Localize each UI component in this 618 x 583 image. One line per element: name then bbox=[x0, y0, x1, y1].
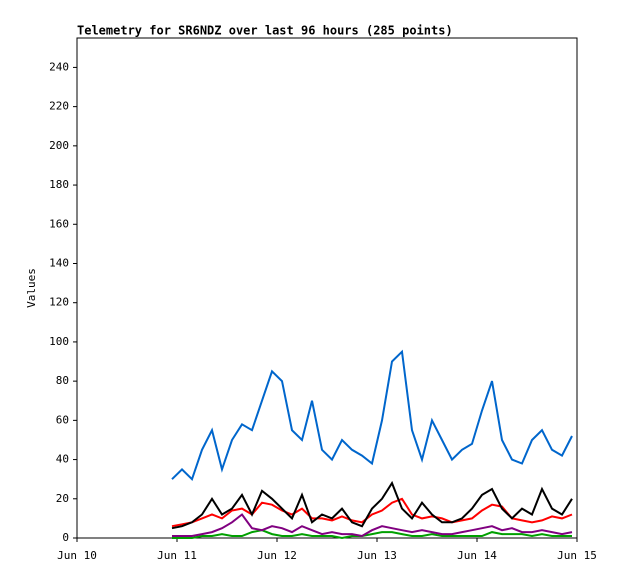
y-tick-label: 220 bbox=[49, 100, 69, 113]
y-tick-label: 140 bbox=[49, 256, 69, 269]
series-line bbox=[172, 529, 572, 540]
chart-title: Telemetry for SR6NDZ over last 96 hours … bbox=[77, 24, 453, 38]
x-tick-label: Jun 12 bbox=[257, 549, 297, 562]
y-axis-label: Values bbox=[25, 268, 38, 308]
y-tick-label: 180 bbox=[49, 178, 69, 191]
x-tick-label: Jun 10 bbox=[57, 549, 97, 562]
y-tick-label: 100 bbox=[49, 335, 69, 348]
y-tick-label: 80 bbox=[56, 374, 69, 387]
y-tick-label: 160 bbox=[49, 217, 69, 230]
series-line bbox=[171, 349, 573, 482]
series-line bbox=[172, 513, 573, 538]
x-tick-label: Jun 14 bbox=[457, 549, 497, 562]
x-tick-label: Jun 15 bbox=[557, 549, 597, 562]
y-tick-label: 60 bbox=[56, 413, 69, 426]
x-tick-label: Jun 11 bbox=[157, 549, 197, 562]
y-tick-label: 200 bbox=[49, 139, 69, 152]
x-tick-label: Jun 13 bbox=[357, 549, 397, 562]
y-tick-label: 0 bbox=[62, 531, 69, 544]
plot-frame bbox=[76, 37, 578, 539]
y-tick-label: 240 bbox=[49, 60, 69, 73]
y-tick-label: 120 bbox=[49, 296, 69, 309]
series-line bbox=[171, 480, 573, 530]
y-tick-label: 20 bbox=[56, 492, 69, 505]
y-tick-label: 40 bbox=[56, 453, 69, 466]
